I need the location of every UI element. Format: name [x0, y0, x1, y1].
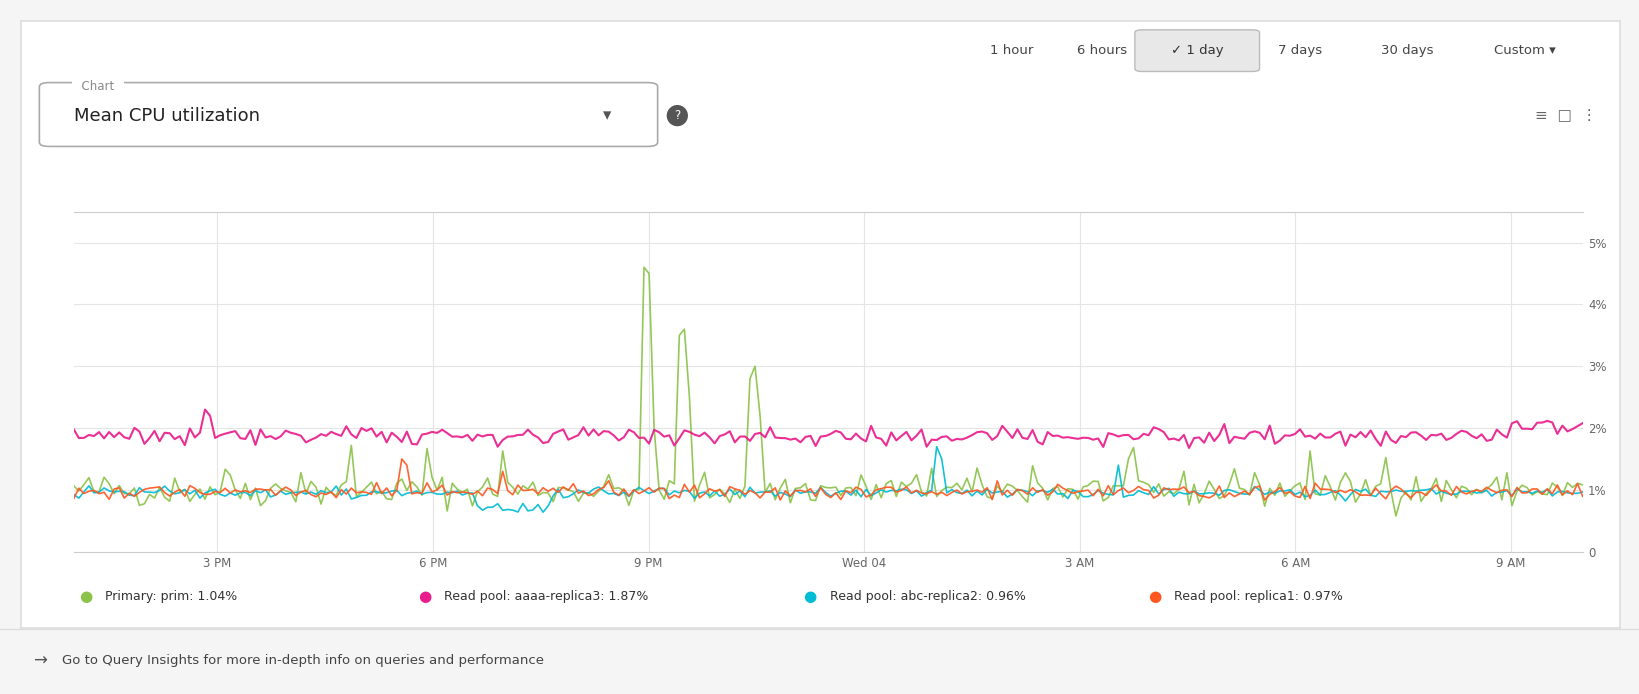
Text: ●: ● [1147, 589, 1160, 604]
Text: ●: ● [803, 589, 816, 604]
Text: Read pool: aaaa-replica3: 1.87%: Read pool: aaaa-replica3: 1.87% [444, 591, 649, 603]
Text: 7 days: 7 days [1278, 44, 1321, 57]
Text: 30 days: 30 days [1380, 44, 1432, 57]
Text: 1 hour: 1 hour [990, 44, 1033, 57]
Text: →: → [33, 652, 46, 670]
Text: ●: ● [418, 589, 431, 604]
Text: ✓ 1 day: ✓ 1 day [1170, 44, 1223, 57]
Text: Primary: prim: 1.04%: Primary: prim: 1.04% [105, 591, 238, 603]
Text: Read pool: abc-replica2: 0.96%: Read pool: abc-replica2: 0.96% [829, 591, 1024, 603]
Text: Go to Query Insights for more in-depth info on queries and performance: Go to Query Insights for more in-depth i… [62, 654, 544, 667]
Text: Read pool: replica1: 0.97%: Read pool: replica1: 0.97% [1174, 591, 1342, 603]
Text: ?: ? [674, 109, 680, 122]
Text: 6 hours: 6 hours [1077, 44, 1126, 57]
Text: ≡  □  ⋮: ≡ □ ⋮ [1534, 108, 1596, 123]
Text: ●: ● [79, 589, 92, 604]
Text: ▾: ▾ [602, 107, 611, 125]
Text: Custom ▾: Custom ▾ [1493, 44, 1555, 57]
Text: Chart: Chart [74, 81, 121, 93]
Text: Mean CPU utilization: Mean CPU utilization [74, 107, 259, 125]
